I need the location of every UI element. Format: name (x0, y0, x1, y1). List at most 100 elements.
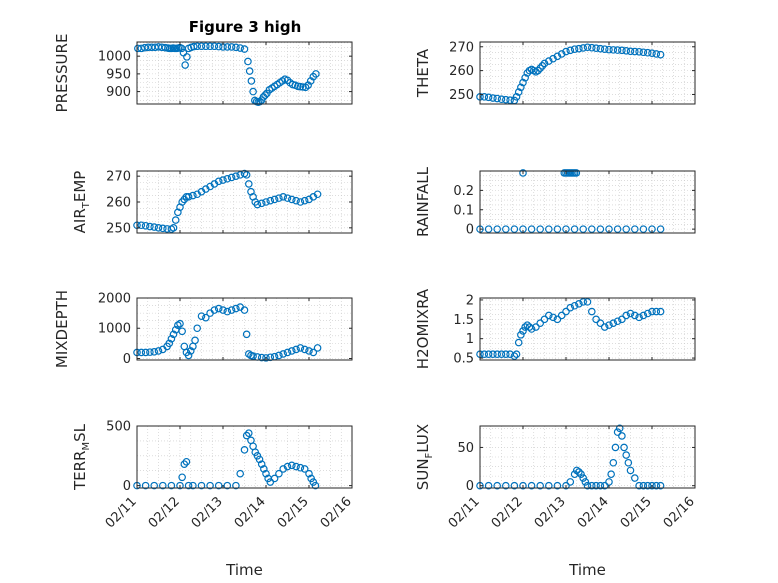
data-point (553, 481, 562, 490)
y-axis-label: MIXDEPTH (53, 290, 71, 368)
x-tick-label: 02/12 (146, 494, 183, 531)
data-point (167, 481, 176, 490)
data-point (171, 216, 180, 224)
data-point (202, 313, 210, 322)
data-point (266, 196, 275, 205)
y-tick-label: 1000 (98, 50, 131, 65)
data-point (493, 350, 502, 358)
data-point (186, 347, 195, 355)
data-point (613, 317, 622, 326)
axes-box (479, 425, 696, 489)
data-point (493, 94, 502, 103)
data-point (189, 191, 197, 200)
data-point (219, 306, 227, 314)
data-point (262, 354, 270, 362)
data-point (242, 171, 251, 179)
y-tick-label: 900 (106, 85, 131, 100)
data-point (609, 46, 618, 54)
data-point (656, 481, 665, 490)
data-point (184, 193, 193, 201)
data-point (557, 311, 566, 320)
data-point (501, 225, 510, 233)
data-point (510, 225, 519, 233)
data-point (249, 352, 257, 360)
data-point (624, 458, 633, 467)
data-point (283, 348, 292, 357)
data-point (260, 465, 268, 473)
figure-title: Figure 3 high (189, 18, 302, 36)
data-point (587, 307, 596, 316)
data-point (484, 481, 493, 490)
data-point (257, 460, 266, 468)
x-tick-label: 02/16 (318, 494, 355, 531)
data-points (133, 429, 320, 490)
data-point (253, 200, 262, 209)
data-point (283, 194, 292, 202)
data-point (609, 319, 618, 327)
y-axis-label: SUNFLUX (414, 424, 435, 490)
data-points (476, 424, 665, 490)
data-points (134, 42, 320, 107)
data-point (169, 330, 178, 339)
data-point (534, 66, 542, 75)
data-point (514, 338, 523, 347)
data-point (557, 50, 566, 58)
data-point (596, 44, 605, 53)
data-point (184, 481, 193, 490)
y-tick-label: 0.5 (453, 352, 474, 367)
data-point (512, 93, 521, 101)
data-point (544, 225, 553, 233)
data-point (165, 339, 174, 348)
axes-box (136, 41, 353, 105)
data-point (615, 424, 624, 433)
data-point (240, 306, 249, 314)
y-tick-label: 0.2 (453, 184, 474, 199)
data-point (605, 321, 613, 329)
data-point (600, 481, 609, 490)
y-tick-label: 2000 (98, 292, 131, 307)
data-point (197, 42, 206, 51)
data-point (536, 64, 545, 73)
data-point (596, 481, 605, 490)
data-point (639, 225, 648, 233)
data-point (648, 49, 656, 58)
data-point (643, 48, 652, 57)
subplot-3: 250 260 270 AIRTEMP (71, 170, 353, 236)
data-point (141, 221, 150, 230)
data-point (174, 321, 182, 330)
data-point (183, 53, 191, 61)
data-point (159, 481, 167, 490)
data-point (240, 446, 249, 454)
data-point (312, 70, 320, 78)
data-point (493, 481, 502, 490)
data-point (652, 307, 661, 316)
data-point (536, 225, 545, 233)
y-tick-label: 950 (106, 67, 131, 82)
data-point (592, 315, 600, 324)
data-point (141, 348, 150, 357)
data-point (512, 350, 521, 358)
subplot-1: 900 950 1000 PRESSURE (53, 34, 353, 112)
data-point (519, 327, 527, 335)
data-point (296, 82, 305, 91)
data-point (159, 224, 167, 233)
data-point (639, 311, 648, 320)
data-point (484, 350, 493, 358)
data-point (639, 48, 648, 57)
data-point (618, 46, 626, 55)
data-point (656, 50, 665, 59)
y-tick-label: 0 (123, 352, 131, 367)
data-point (227, 306, 236, 314)
y-tick-label: 270 (106, 170, 131, 185)
data-point (206, 481, 214, 490)
data-point (562, 481, 570, 490)
data-point (236, 469, 245, 478)
data-point (613, 428, 622, 436)
data-point (270, 195, 279, 204)
data-point (519, 169, 527, 177)
data-point (176, 319, 184, 328)
y-axis-label: AIRTEMP (71, 171, 92, 234)
data-point (210, 42, 219, 51)
data-point (309, 348, 318, 357)
data-point (244, 57, 252, 66)
